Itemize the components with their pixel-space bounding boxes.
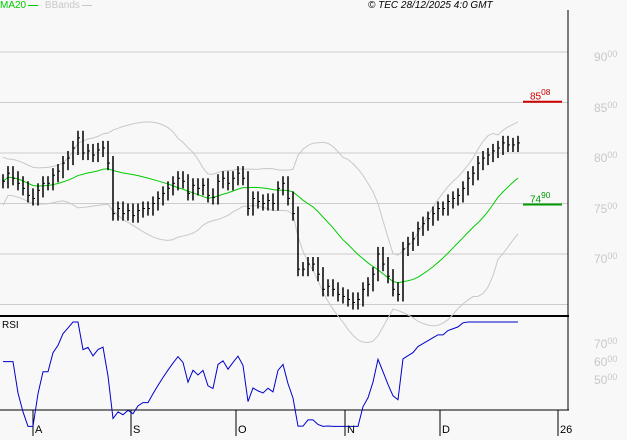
month-label: A — [35, 424, 43, 436]
month-label: O — [238, 424, 247, 436]
month-label: N — [347, 424, 355, 436]
price-tick-label: 7500 — [594, 200, 618, 216]
legend-ma20: MA20 — [0, 0, 27, 11]
rsi-tick-label: 5000 — [594, 372, 618, 387]
rsi-tick-label: 7000 — [594, 336, 618, 351]
legend-ma20-swatch — [28, 4, 39, 6]
rsi-line — [3, 321, 518, 427]
price-tick-label: 7000 — [594, 251, 618, 266]
month-label: 26 — [560, 424, 573, 436]
rsi-title: RSI — [2, 320, 19, 331]
legend-bbands: BBands — [44, 0, 80, 11]
price-tick-label: 9000 — [594, 49, 618, 64]
resistance-label: 8508 — [530, 86, 551, 103]
rsi-tick-label: 6000 — [594, 354, 618, 369]
legend-bbands-swatch — [81, 4, 92, 6]
ma20-line — [2, 168, 519, 284]
month-label: S — [133, 424, 141, 436]
price-tick-label: 8500 — [594, 99, 618, 115]
support-label: 7490 — [530, 189, 551, 205]
copyright: © TEC 28/12/2025 4:0 GMT — [368, 0, 493, 11]
bband-lower — [2, 194, 519, 344]
price-tick-label: 8000 — [594, 150, 618, 165]
bband-upper — [2, 121, 519, 256]
legend: MA20 BBands — [0, 0, 92, 11]
month-label: D — [442, 424, 450, 436]
